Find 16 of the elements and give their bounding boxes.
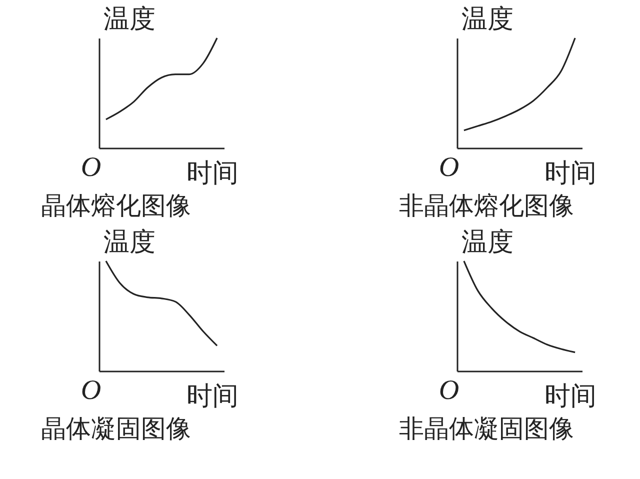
y-axis-title: 温度 <box>462 4 514 34</box>
x-axis-title: 时间 <box>186 382 238 410</box>
y-axis-title: 温度 <box>104 228 156 256</box>
text: 非晶体凝固图像 <box>398 416 574 443</box>
y-axis-title: 温度 <box>104 4 156 34</box>
text: O <box>438 375 460 406</box>
text: O <box>80 375 102 406</box>
text: O <box>80 152 102 183</box>
text: 晶体凝固图像 <box>40 416 191 443</box>
x-axis-title: 时间 <box>544 158 596 188</box>
text: 非晶体熔化图像 <box>398 192 574 220</box>
x-axis-title: 时间 <box>186 158 238 188</box>
y-axis-title: 温度 <box>462 228 514 256</box>
text: 晶体熔化图像 <box>40 192 191 220</box>
text: O <box>438 152 460 183</box>
x-axis-title: 时间 <box>544 382 596 410</box>
